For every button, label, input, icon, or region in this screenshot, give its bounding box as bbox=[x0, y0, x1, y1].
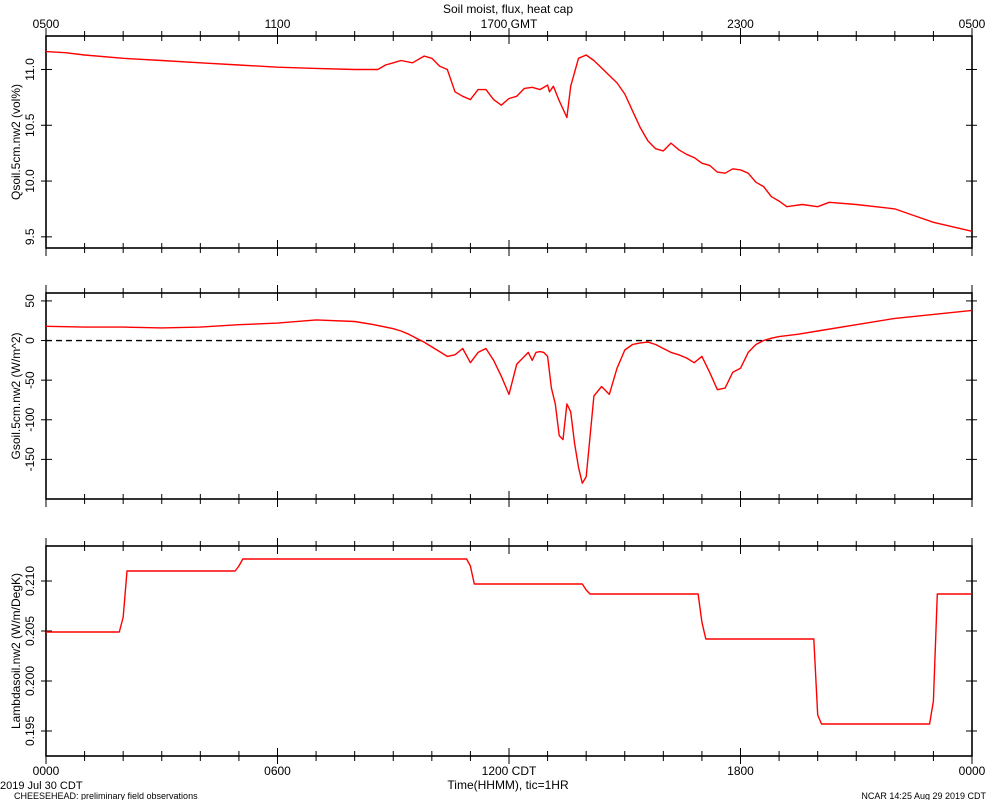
y-tick-label: -150 bbox=[23, 447, 37, 471]
y-tick-label: 11.0 bbox=[23, 58, 37, 81]
y-tick-label: 50 bbox=[23, 294, 37, 308]
y-tick-label: 9.5 bbox=[23, 228, 37, 245]
y-tick-label: 0.200 bbox=[23, 666, 37, 696]
bottom-tick-label: 1800 bbox=[727, 764, 754, 778]
y-tick-label: -100 bbox=[23, 407, 37, 431]
footer-timestamp: NCAR 14:25 Aug 29 2019 CDT bbox=[861, 791, 986, 800]
y-axis-label: Lambdasoil.nw2 (W/m/DegK) bbox=[9, 573, 23, 729]
top-tick-label: 0500 bbox=[959, 17, 986, 31]
series-line bbox=[45, 50, 973, 232]
series-line bbox=[46, 558, 972, 725]
bottom-tick-label: 0600 bbox=[264, 764, 291, 778]
panel-frame bbox=[45, 35, 973, 249]
top-tick-label: 0500 bbox=[33, 17, 60, 31]
bottom-tick-label: 1200 CDT bbox=[482, 764, 537, 778]
y-tick-label: 10.0 bbox=[23, 169, 37, 193]
y-tick-label: 0.195 bbox=[23, 716, 37, 746]
y-tick-label: 0 bbox=[23, 337, 37, 344]
panel-2: -150 -100 -50 0 50 Gsoil.5cm.nw2 (W/m^2) bbox=[9, 285, 977, 507]
chart-title: Soil moist, flux, heat cap bbox=[443, 2, 573, 16]
top-tick-label: 1100 bbox=[265, 17, 291, 31]
bottom-tick-label: 0000 bbox=[959, 764, 986, 778]
bottom-tick-label: 0000 bbox=[33, 764, 60, 778]
top-tick-label: 1700 GMT bbox=[481, 17, 538, 31]
footer-project-note: CHEESEHEAD: preliminary field observatio… bbox=[14, 791, 198, 800]
series-line bbox=[45, 309, 973, 484]
top-tick-label: 2300 bbox=[727, 17, 754, 31]
panel-frame bbox=[45, 292, 973, 500]
y-tick-label: 0.205 bbox=[23, 616, 37, 646]
x-axis-label: Time(HHMM), tic=1HR bbox=[447, 778, 569, 792]
y-axis-label: Gsoil.5cm.nw2 (W/m^2) bbox=[9, 333, 23, 460]
y-tick-label: 10.5 bbox=[23, 113, 37, 137]
y-tick-label: -50 bbox=[23, 371, 37, 389]
y-axis-label: Qsoil.5cm.nw2 (vol%) bbox=[9, 84, 23, 200]
y-tick-label: 0.210 bbox=[23, 566, 37, 596]
date-label: 2019 Jul 30 CDT bbox=[0, 780, 83, 792]
